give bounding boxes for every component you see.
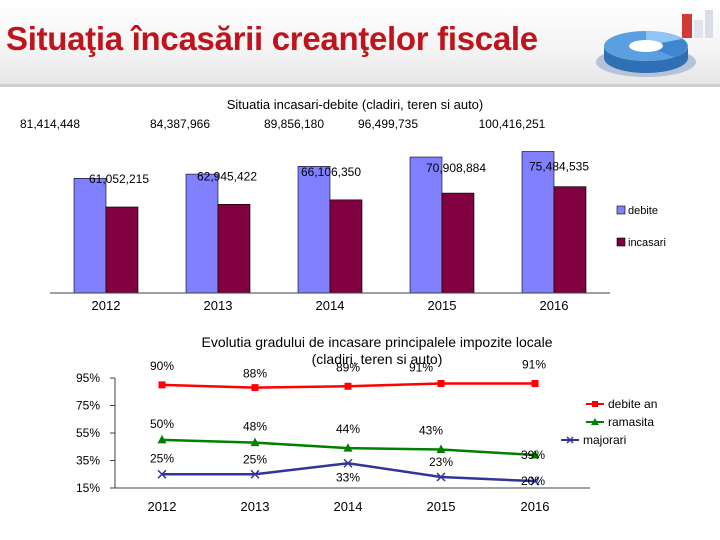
legend-label-majorari: majorari bbox=[583, 433, 626, 447]
data-label-debite-2012: 81,414,448 bbox=[20, 117, 80, 131]
data-label-ramasita-2015: 43% bbox=[419, 424, 443, 438]
data-label-ramasita-2012: 50% bbox=[150, 417, 174, 431]
y-tick-label-55%: 55% bbox=[76, 426, 100, 440]
header-band bbox=[0, 0, 720, 86]
x-tick-label-2016: 2016 bbox=[521, 499, 550, 514]
point-ramasita-2012 bbox=[157, 434, 167, 444]
data-label-debite-an-2013: 88% bbox=[243, 367, 267, 381]
point-ramasita-2014 bbox=[343, 443, 353, 452]
y-tick-label-35%: 35% bbox=[76, 454, 100, 468]
bar-legend: debite incasari bbox=[616, 205, 666, 249]
page-title: Situaţia încasării creanţelor fiscale bbox=[6, 20, 538, 57]
data-label-incasari-2013: 62,945,422 bbox=[197, 169, 257, 183]
bar-debite-2013 bbox=[185, 173, 219, 294]
bar-debite-2015 bbox=[409, 156, 443, 294]
y-tick-label-15%: 15% bbox=[76, 481, 100, 495]
bar-incasari-2012 bbox=[105, 206, 139, 294]
data-label-debite-2014: 89,856,180 bbox=[264, 117, 324, 131]
data-label-incasari-2015: 70,908,884 bbox=[426, 161, 486, 175]
x-tick-label-2013: 2013 bbox=[241, 499, 270, 514]
bar-incasari-2014 bbox=[329, 199, 363, 294]
data-label-majorari-2015: 23% bbox=[429, 455, 453, 469]
legend-label-debite-an: debite an bbox=[608, 397, 657, 411]
legend-marker-majorari bbox=[566, 436, 574, 444]
legend-label-incasari: incasari bbox=[628, 237, 666, 249]
point-majorari-2012 bbox=[157, 469, 167, 479]
data-label-ramasita-2013: 48% bbox=[243, 420, 267, 434]
data-label-majorari-2013: 25% bbox=[243, 452, 267, 466]
data-label-debite-an-2015: 91% bbox=[409, 361, 433, 375]
point-majorari-2016 bbox=[530, 476, 540, 486]
line-chart-title-line1: Evolutia gradului de incasare principale… bbox=[202, 334, 553, 350]
x-tick-label-2015: 2015 bbox=[427, 499, 456, 514]
data-label-majorari-2012: 25% bbox=[150, 451, 174, 465]
x-tick-label-2016: 2016 bbox=[540, 298, 569, 313]
bar-chart-title: Situatia incasari-debite (cladiri, teren… bbox=[227, 97, 484, 112]
data-label-incasari-2016: 75,484,535 bbox=[529, 160, 589, 174]
x-tick-label-2013: 2013 bbox=[204, 298, 233, 313]
point-ramasita-2015 bbox=[436, 444, 446, 453]
y-tick-label-95%: 95% bbox=[76, 371, 100, 385]
line-chart-title-line2: (cladiri, teren si auto) bbox=[312, 351, 443, 367]
point-majorari-2014 bbox=[343, 458, 353, 468]
line-chart: Evolutia gradului de incasare principale… bbox=[76, 334, 657, 514]
bar-debite-2012 bbox=[73, 177, 107, 294]
data-label-incasari-2012: 61,052,215 bbox=[89, 172, 149, 186]
point-debite-an-2016 bbox=[531, 380, 539, 387]
x-tick-label-2015: 2015 bbox=[428, 298, 457, 313]
legend-label-ramasita: ramasita bbox=[608, 415, 654, 429]
legend-marker-debite-an bbox=[592, 401, 598, 407]
x-tick-label-2014: 2014 bbox=[316, 298, 345, 313]
x-tick-label-2014: 2014 bbox=[334, 499, 363, 514]
data-label-debite-2013: 84,387,966 bbox=[150, 117, 210, 131]
data-label-debite-2015: 96,499,735 bbox=[358, 117, 418, 131]
data-label-incasari-2014: 66,106,350 bbox=[301, 165, 361, 179]
data-label-debite-an-2016: 91% bbox=[522, 358, 546, 372]
bar-incasari-2013 bbox=[217, 204, 251, 294]
line-legend: debite an ramasita majorari bbox=[561, 397, 657, 447]
point-majorari-2013 bbox=[250, 469, 260, 479]
data-label-ramasita-2014: 44% bbox=[336, 422, 360, 436]
data-label-ramasita-2016: 39% bbox=[521, 448, 545, 462]
data-label-debite-2016: 100,416,251 bbox=[479, 117, 546, 131]
point-debite-an-2013 bbox=[251, 384, 259, 392]
point-debite-an-2015 bbox=[437, 380, 445, 387]
data-label-debite-an-2012: 90% bbox=[150, 359, 174, 373]
point-debite-an-2012 bbox=[158, 381, 166, 389]
y-tick-label-75%: 75% bbox=[76, 399, 100, 413]
data-label-majorari-2016: 20% bbox=[521, 474, 545, 488]
point-ramasita-2013 bbox=[250, 437, 260, 447]
data-label-majorari-2014: 33% bbox=[336, 470, 360, 484]
bar-debite-2014 bbox=[297, 166, 331, 294]
point-majorari-2015 bbox=[436, 472, 446, 482]
header-rule bbox=[0, 84, 720, 87]
data-label-debite-an-2014: 89% bbox=[336, 360, 360, 374]
point-ramasita-2016 bbox=[530, 450, 540, 459]
bar-incasari-2015 bbox=[441, 192, 475, 294]
x-tick-label-2012: 2012 bbox=[92, 298, 121, 313]
bar-incasari-2016 bbox=[553, 186, 587, 294]
bar-chart: Situatia incasari-debite (cladiri, teren… bbox=[20, 97, 666, 313]
legend-label-debite: debite bbox=[628, 205, 658, 217]
legend-swatch-incasari bbox=[616, 237, 626, 247]
chart-logo-icon bbox=[596, 10, 713, 77]
x-tick-label-2012: 2012 bbox=[148, 499, 177, 514]
legend-marker-ramasita bbox=[591, 418, 599, 425]
legend-swatch-debite bbox=[616, 205, 626, 215]
point-debite-an-2014 bbox=[344, 382, 352, 390]
